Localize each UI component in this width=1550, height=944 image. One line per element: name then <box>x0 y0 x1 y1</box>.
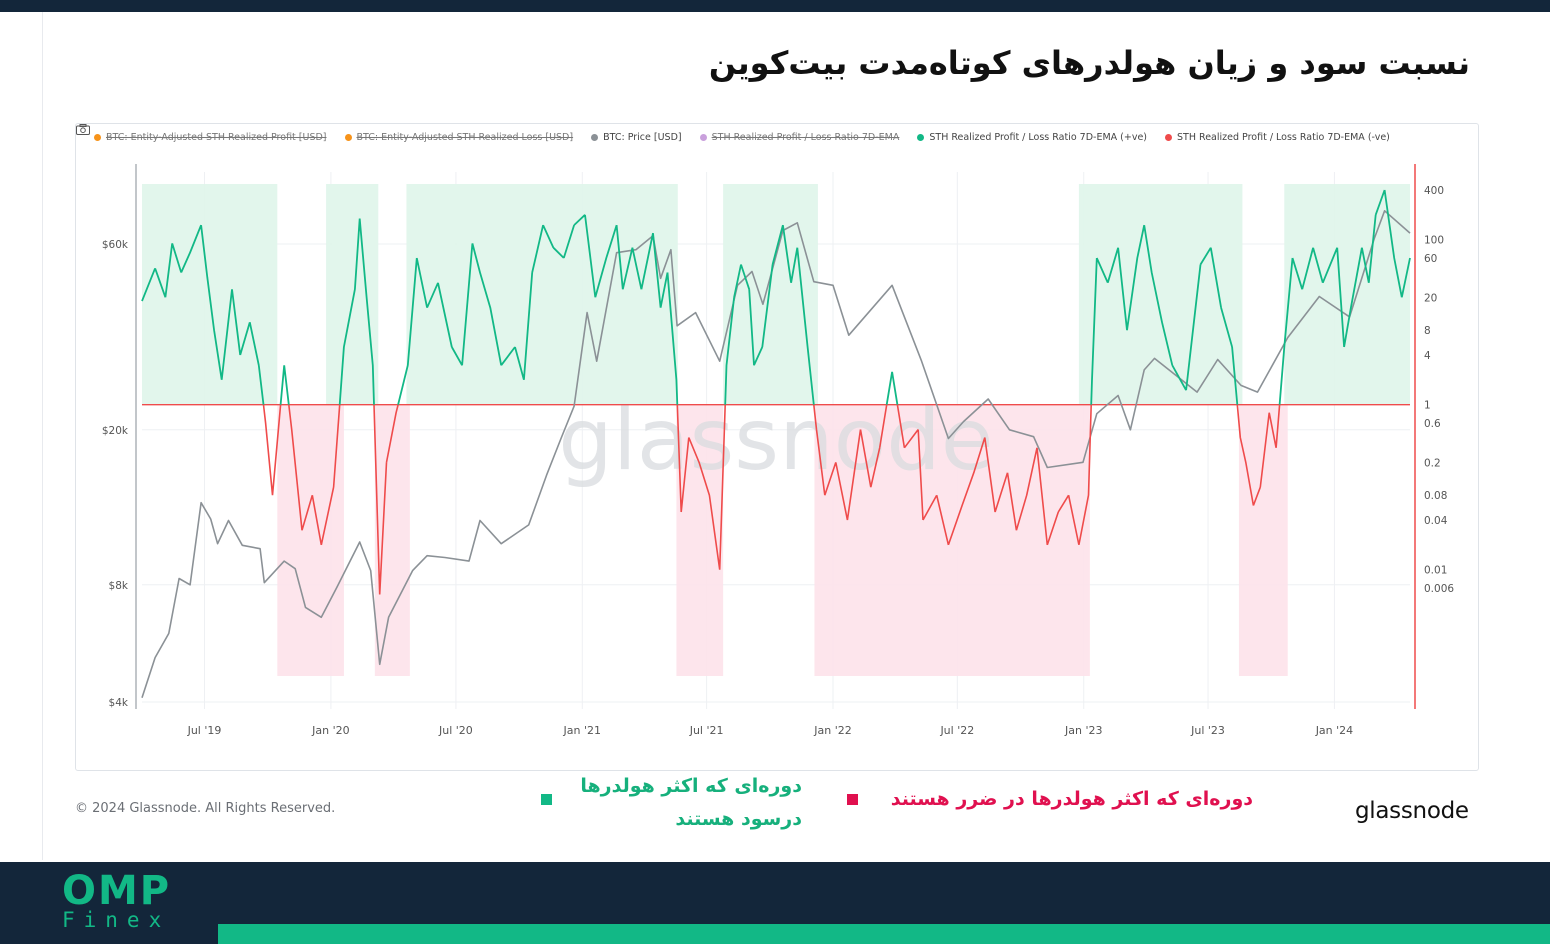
y-left-tick-label: $8k <box>109 580 129 592</box>
y-left-tick-label: $20k <box>102 425 129 437</box>
loss-legend-square <box>847 794 858 805</box>
loss-region <box>814 404 1090 676</box>
y-right-tick-label: 400 <box>1424 185 1444 197</box>
legend-label: BTC: Entity-Adjusted STH Realized Profit… <box>106 132 327 143</box>
x-tick-label: Jul '21 <box>689 724 724 737</box>
profit-region <box>326 184 379 405</box>
legend-label: STH Realized Profit / Loss Ratio 7D-EMA … <box>929 132 1148 143</box>
y-right-tick-label: 20 <box>1424 292 1437 304</box>
y-right-tick-label: 0.2 <box>1424 457 1441 469</box>
legend-item[interactable]: BTC: Entity-Adjusted STH Realized Profit… <box>94 132 327 143</box>
y-right-tick-label: 0.6 <box>1424 418 1441 430</box>
top-bar <box>0 0 1550 12</box>
profit-note: دوره‌ای که اکثر هولدرها درسود هستند <box>580 770 802 836</box>
y-right-tick-label: 8 <box>1424 325 1431 337</box>
y-right-tick-label: 4 <box>1424 350 1431 362</box>
legend-item[interactable]: BTC: Price [USD] <box>591 132 682 143</box>
profit-legend-square <box>541 794 552 805</box>
copyright-text: © 2024 Glassnode. All Rights Reserved. <box>75 801 336 816</box>
legend-label: BTC: Entity-Adjusted STH Realized Loss [… <box>356 132 574 143</box>
x-tick-label: Jan '22 <box>813 724 851 737</box>
glassnode-brand: glassnode <box>1355 798 1469 824</box>
legend-marker <box>699 134 707 141</box>
y-right-tick-label: 0.04 <box>1424 515 1448 527</box>
loss-region <box>1238 404 1288 676</box>
y-right-tick-label: 1 <box>1424 400 1431 412</box>
x-tick-label: Jan '24 <box>1315 724 1353 737</box>
legend-marker <box>94 134 101 141</box>
profit-region <box>406 184 678 405</box>
y-left-tick-label: $4k <box>109 697 129 709</box>
y-right-tick-label: 0.006 <box>1424 583 1454 595</box>
y-right-tick-label: 100 <box>1424 235 1444 247</box>
x-tick-label: Jan '20 <box>311 724 349 737</box>
y-right-tick-label: 0.08 <box>1424 490 1447 502</box>
y-left-tick-label: $60k <box>102 239 129 251</box>
legend-marker <box>591 134 599 141</box>
footer-accent-bar <box>218 924 1550 944</box>
loss-region <box>277 404 344 676</box>
y-right-tick-label: 60 <box>1424 253 1437 265</box>
profit-note-line-1: دوره‌ای که اکثر هولدرها <box>580 775 802 797</box>
x-tick-label: Jul '19 <box>187 724 222 737</box>
legend-label: STH Realized Profit / Loss Ratio 7D-EMA <box>711 132 900 143</box>
ratio-negative-line <box>262 404 1281 595</box>
y-right-tick-label: 0.01 <box>1424 565 1447 577</box>
x-tick-label: Jan '21 <box>563 724 601 737</box>
finex-logo: Finex <box>62 908 171 932</box>
loss-region <box>374 404 410 676</box>
profit-region <box>723 184 818 405</box>
legend-item[interactable]: STH Realized Profit / Loss Ratio 7D-EMA … <box>917 132 1147 143</box>
legend-marker <box>344 134 352 141</box>
camera-icon[interactable] <box>76 124 90 135</box>
price-line <box>141 210 1411 699</box>
ratio-positive-line <box>141 189 1411 405</box>
legend-label: BTC: Price [USD] <box>603 132 682 143</box>
omp-logo: OMP <box>62 868 172 914</box>
chart-panel: BTC: Entity-Adjusted STH Realized Profit… <box>75 123 1479 771</box>
x-tick-label: Jul '22 <box>939 724 974 737</box>
legend-marker <box>917 134 925 141</box>
loss-note: دوره‌ای که اکثر هولدرها در ضرر هستند <box>890 788 1253 810</box>
x-tick-label: Jul '20 <box>438 724 473 737</box>
legend-item[interactable]: STH Realized Profit / Loss Ratio 7D-EMA … <box>1165 132 1390 143</box>
legend-item[interactable]: STH Realized Profit / Loss Ratio 7D-EMA <box>699 132 900 143</box>
x-tick-label: Jul '23 <box>1190 724 1225 737</box>
page-title: نسبت سود و زیان هولدرهای کوتاه‌مدت بیت‌ک… <box>708 44 1470 82</box>
legend-marker <box>1165 134 1173 141</box>
legend-item[interactable]: BTC: Entity-Adjusted STH Realized Loss [… <box>344 132 574 143</box>
chart-legend: BTC: Entity-Adjusted STH Realized Profit… <box>94 132 1390 143</box>
legend-label: STH Realized Profit / Loss Ratio 7D-EMA … <box>1177 132 1390 143</box>
left-divider <box>42 12 43 860</box>
profit-note-line-2: درسود هستند <box>675 808 802 830</box>
profit-region <box>1078 184 1243 405</box>
x-tick-label: Jan '23 <box>1064 724 1102 737</box>
